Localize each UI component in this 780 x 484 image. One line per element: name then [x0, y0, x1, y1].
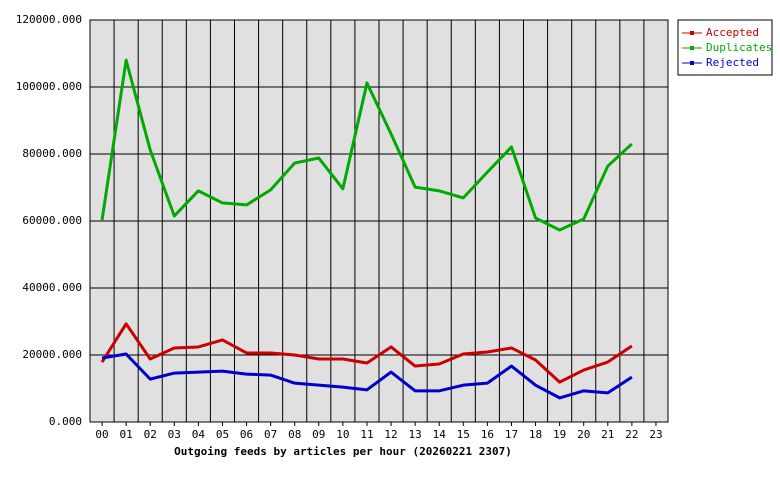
legend-label: Duplicates — [706, 41, 772, 54]
x-tick-label: 02 — [144, 428, 157, 441]
x-tick-label: 19 — [553, 428, 566, 441]
y-tick-label: 60000.000 — [22, 214, 82, 227]
x-tick-label: 08 — [288, 428, 301, 441]
legend-marker — [690, 46, 694, 50]
x-tick-label: 14 — [433, 428, 447, 441]
x-tick-label: 01 — [120, 428, 133, 441]
legend-label: Rejected — [706, 56, 759, 69]
x-tick-label: 00 — [95, 428, 108, 441]
x-tick-label: 18 — [529, 428, 542, 441]
x-axis-title: Outgoing feeds by articles per hour (202… — [174, 445, 512, 458]
y-tick-label: 20000.000 — [22, 348, 82, 361]
x-tick-label: 22 — [625, 428, 638, 441]
x-tick-label: 13 — [409, 428, 422, 441]
legend-marker — [690, 61, 694, 65]
y-tick-label: 100000.000 — [16, 80, 82, 93]
series-line — [100, 58, 633, 232]
x-tick-label: 20 — [577, 428, 590, 441]
x-tick-label: 06 — [240, 428, 253, 441]
x-tick-label: 10 — [336, 428, 349, 441]
y-tick-label: 120000.000 — [16, 13, 82, 26]
x-tick-label: 15 — [457, 428, 470, 441]
x-tick-label: 09 — [312, 428, 325, 441]
series-line — [101, 352, 633, 400]
x-tick-label: 16 — [481, 428, 494, 441]
x-tick-label: 05 — [216, 428, 229, 441]
x-tick-label: 23 — [649, 428, 662, 441]
x-tick-label: 11 — [360, 428, 373, 441]
x-tick-label: 04 — [192, 428, 206, 441]
x-tick-label: 03 — [168, 428, 181, 441]
y-tick-label: 80000.000 — [22, 147, 82, 160]
y-tick-label: 40000.000 — [22, 281, 82, 294]
legend-marker — [690, 31, 694, 35]
x-tick-label: 17 — [505, 428, 518, 441]
legend-label: Accepted — [706, 26, 759, 39]
x-tick-label: 12 — [384, 428, 397, 441]
x-tick-label: 21 — [601, 428, 614, 441]
x-tick-label: 07 — [264, 428, 277, 441]
y-tick-label: 0.000 — [49, 415, 82, 428]
series-line — [100, 322, 633, 384]
